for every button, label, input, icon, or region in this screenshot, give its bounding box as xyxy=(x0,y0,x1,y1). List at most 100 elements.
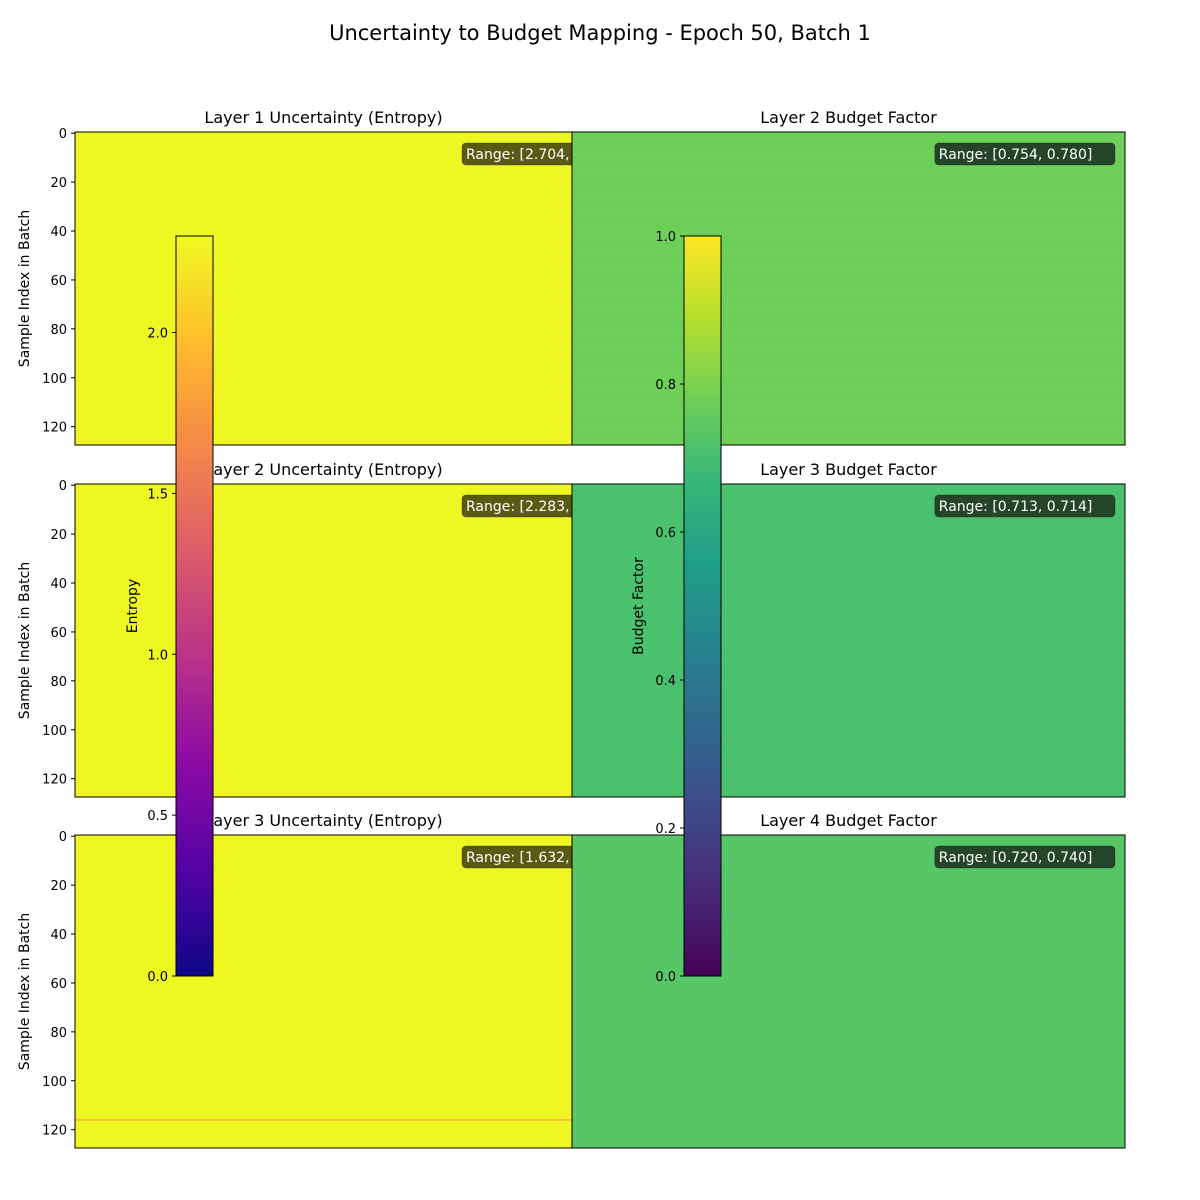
y-axis-label: Sample Index in Batch xyxy=(17,562,33,719)
colorbar-tick-label: 0.6 xyxy=(655,526,676,541)
y-tick-label: 40 xyxy=(50,225,67,240)
range-annotation: Range: [2.283, xyxy=(461,494,586,518)
colorbar-tick-label: 0.0 xyxy=(147,970,168,985)
y-tick-label: 100 xyxy=(42,372,67,387)
heatmap-band xyxy=(572,894,1125,899)
heatmap-panel-1: Layer 1 Uncertainty (Entropy) Range: [2.7… xyxy=(17,108,586,446)
heatmap-band xyxy=(572,328,1125,333)
heatmap-band xyxy=(572,777,1125,782)
y-tick-label: 0 xyxy=(59,830,67,845)
panel-title: Layer 2 Uncertainty (Entropy) xyxy=(204,460,442,479)
y-axis-label: Sample Index in Batch xyxy=(17,913,33,1070)
range-label: Range: [0.720, 0.740] xyxy=(939,850,1093,866)
colorbar-tick-label: 0.8 xyxy=(655,378,676,393)
heatmap-band xyxy=(572,992,1125,997)
y-tick-label: 60 xyxy=(50,977,67,992)
y-tick-label: 80 xyxy=(50,323,67,338)
y-tick-label: 120 xyxy=(42,1124,67,1139)
range-annotation: Range: [1.632, xyxy=(461,845,586,869)
range-box xyxy=(934,494,1116,518)
heatmap-band xyxy=(572,562,1125,567)
panel-title: Layer 4 Budget Factor xyxy=(760,811,937,830)
y-tick-label: 0 xyxy=(59,127,67,142)
colorbar-tick-label: 1.0 xyxy=(147,648,168,663)
heatmap-band xyxy=(572,210,1125,215)
range-label: Range: [1.632, xyxy=(466,850,570,866)
heatmap-band xyxy=(572,719,1125,724)
y-tick-label: 60 xyxy=(50,626,67,641)
y-axis-label: Sample Index in Batch xyxy=(17,210,33,367)
y-tick-label: 40 xyxy=(50,928,67,943)
y-tick-label: 20 xyxy=(50,879,67,894)
axes-frame xyxy=(571,131,1126,446)
colorbar-body xyxy=(683,235,722,977)
colorbar-label: Budget Factor xyxy=(631,557,647,655)
heatmap-image xyxy=(572,484,1125,797)
heatmap-band xyxy=(572,347,1125,352)
heatmap-band xyxy=(572,699,1125,704)
range-box xyxy=(934,142,1116,166)
colorbar-tick-label: 1.0 xyxy=(655,230,676,245)
range-label: Range: [0.754, 0.780] xyxy=(939,147,1093,163)
range-box xyxy=(934,845,1116,869)
heatmap-band xyxy=(572,171,1125,176)
panel-title: Layer 2 Budget Factor xyxy=(760,108,937,127)
panel-title: Layer 3 Budget Factor xyxy=(760,460,937,479)
colorbar-tick-label: 2.0 xyxy=(147,327,168,342)
range-annotation: Range: [0.754, 0.780] xyxy=(934,142,1116,166)
colorbar-label: Entropy xyxy=(125,579,141,633)
axes-frame xyxy=(571,834,1126,1149)
colorbar-tick-label: 0.4 xyxy=(655,674,676,689)
colorbar-tick-label: 0.0 xyxy=(655,970,676,985)
heatmap-band xyxy=(572,738,1125,743)
range-label: Range: [0.713, 0.714] xyxy=(939,499,1093,515)
panel-title: Layer 3 Uncertainty (Entropy) xyxy=(204,811,442,830)
heatmap-image xyxy=(572,132,1125,445)
range-label: Range: [2.704, xyxy=(466,147,570,163)
heatmap-band xyxy=(572,1070,1125,1075)
y-tick-label: 20 xyxy=(50,176,67,191)
heatmap-band xyxy=(572,308,1125,313)
colorbar-tick-label: 0.2 xyxy=(655,822,676,837)
heatmap-band xyxy=(572,641,1125,646)
heatmap-image xyxy=(75,835,572,1148)
heatmap-band xyxy=(572,660,1125,665)
y-tick-label: 80 xyxy=(50,675,67,690)
y-tick-label: 100 xyxy=(42,1075,67,1090)
axes-frame xyxy=(571,483,1126,798)
heatmap-band xyxy=(572,543,1125,548)
y-tick-label: 20 xyxy=(50,528,67,543)
heatmap-image xyxy=(572,835,1125,1148)
y-tick-label: 100 xyxy=(42,724,67,739)
heatmap-band xyxy=(572,1031,1125,1036)
y-tick-label: 120 xyxy=(42,773,67,788)
y-tick-label: 40 xyxy=(50,577,67,592)
y-tick-label: 80 xyxy=(50,1026,67,1041)
heatmap-band xyxy=(572,425,1125,430)
colorbar-tick-label: 1.5 xyxy=(147,487,168,502)
range-label: Range: [2.283, xyxy=(466,499,570,515)
colorbar-body xyxy=(175,235,214,977)
range-annotation: Range: [2.704, xyxy=(461,142,586,166)
y-tick-label: 60 xyxy=(50,274,67,289)
heatmap-band xyxy=(572,1089,1125,1094)
heatmap-panel-5: Layer 3 Uncertainty (Entropy) Range: [1.6… xyxy=(17,811,586,1149)
heatmap-band xyxy=(572,1109,1125,1114)
heatmap-panel-3: Layer 2 Uncertainty (Entropy) Range: [2.2… xyxy=(17,460,586,798)
colorbars: 0.0 0.5 1.0 1.5 2.0 Entropy 0.0 0.2 0.4 0.6 0.8 1.0… xyxy=(125,230,722,985)
heatmap-band xyxy=(572,758,1125,763)
heatmap-band xyxy=(572,132,1125,137)
heatmap-panel-4: Layer 3 Budget Factor Range: [0.713, 0.71… xyxy=(571,460,1126,798)
y-tick-label: 0 xyxy=(59,479,67,494)
heatmap-image xyxy=(75,484,572,797)
heatmap-band xyxy=(572,1128,1125,1133)
panel-title: Layer 1 Uncertainty (Entropy) xyxy=(204,108,442,127)
heatmap-band xyxy=(572,621,1125,626)
heatmap-image xyxy=(75,132,572,445)
colorbar-tick-label: 0.5 xyxy=(147,809,168,824)
heatmap-band xyxy=(572,1050,1125,1055)
panels: Layer 1 Uncertainty (Entropy) Range: [2.7… xyxy=(17,108,1126,1149)
heatmap-band xyxy=(572,913,1125,918)
heatmap-band xyxy=(572,406,1125,411)
